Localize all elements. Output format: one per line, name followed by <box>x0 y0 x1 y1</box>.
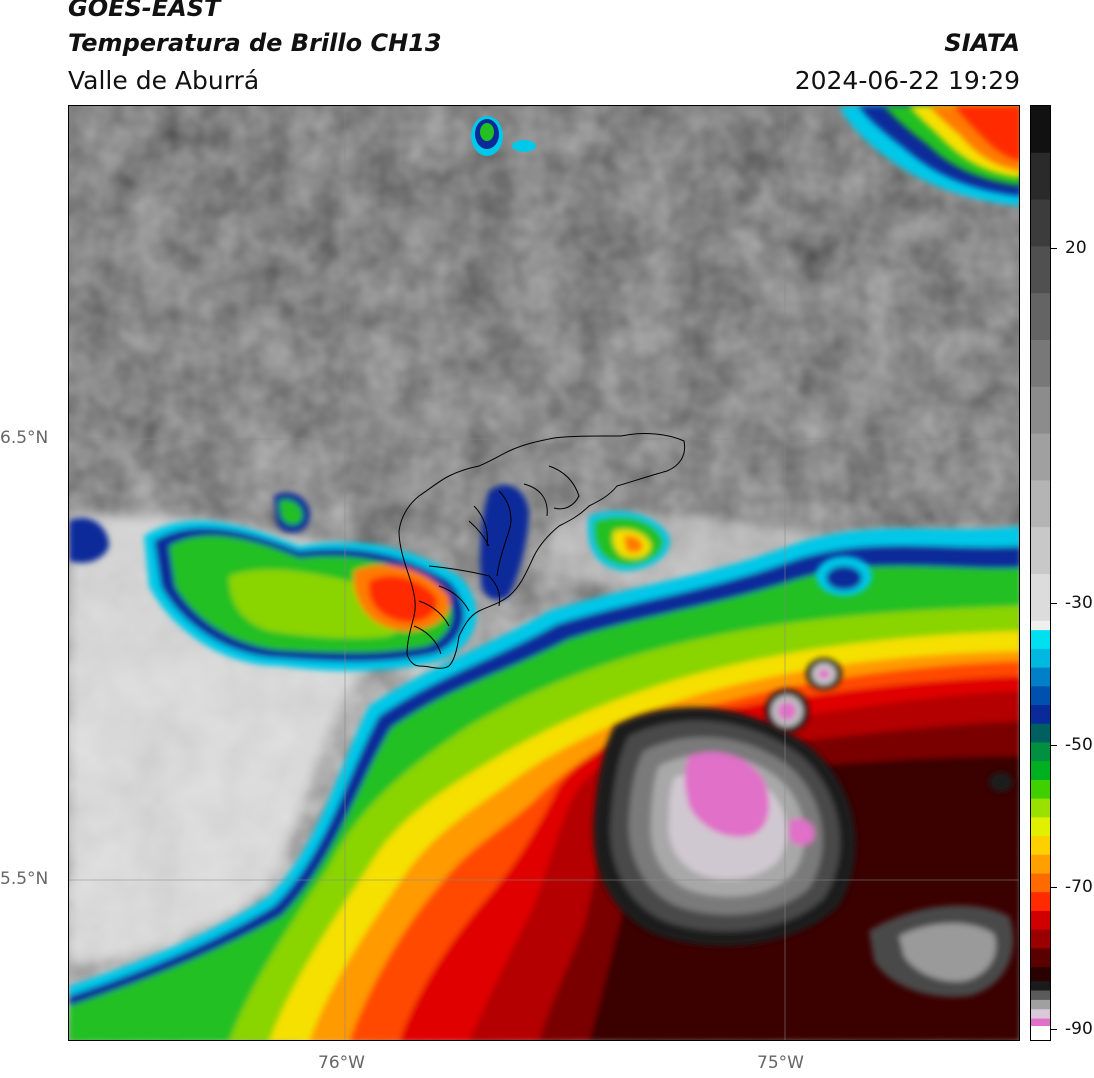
boundary-copacabana <box>496 490 512 577</box>
region-subtitle: Valle de Aburrá <box>68 66 260 95</box>
colorbar-band <box>1031 667 1050 687</box>
colorbar-band <box>1031 981 1050 992</box>
colorbar-band <box>1031 798 1050 818</box>
colorbar-label-20: 20 <box>1065 238 1087 258</box>
boundary-girardota <box>523 483 548 517</box>
lon-label-75: 75°W <box>757 1053 804 1073</box>
colorbar-band <box>1031 929 1050 949</box>
boundary-medellin <box>428 565 501 607</box>
colorbar-band <box>1031 967 1050 982</box>
colorbar-band <box>1031 620 1050 631</box>
colorbar-tick-minus50 <box>1051 745 1057 746</box>
municipal-boundaries <box>398 433 686 669</box>
colorbar-band-min <box>1031 1026 1050 1040</box>
colorbar-band <box>1031 854 1050 875</box>
colorbar-band <box>1031 779 1050 800</box>
agency-label: SIATA <box>944 29 1020 57</box>
colorbar-band <box>1031 873 1050 893</box>
datetime-label: 2024-06-22 19:29 <box>794 66 1020 95</box>
satellite-map[interactable] <box>68 105 1020 1041</box>
lat-label-5.5: 5.5°N <box>0 869 49 889</box>
colorbar-band <box>1031 705 1050 725</box>
boundary-outer <box>398 433 686 669</box>
colorbar-band <box>1031 1009 1050 1020</box>
brightness-temperature-field <box>69 106 1019 1040</box>
satellite-title: GOES-EAST <box>68 0 221 22</box>
lon-label-76: 76°W <box>318 1053 365 1073</box>
colorbar-label-minus90: -90 <box>1065 1019 1093 1039</box>
colorbar-tick-minus70 <box>1051 887 1057 888</box>
colorbar-band <box>1031 999 1050 1010</box>
boundary-barbosa <box>548 465 580 510</box>
colorbar-band <box>1031 892 1050 912</box>
colorbar-band <box>1031 836 1050 856</box>
boundary-inner-1 <box>468 520 490 547</box>
colorbar-band <box>1031 990 1050 1001</box>
colorbar-band <box>1031 761 1050 781</box>
colorbar-band <box>1031 199 1050 247</box>
boundary-itagui <box>438 585 470 612</box>
colorbar-band <box>1031 152 1050 201</box>
lat-label-6.5: 6.5°N <box>0 428 49 448</box>
colorbar-band <box>1031 293 1050 341</box>
colorbar-band <box>1031 630 1050 650</box>
colorbar-band <box>1031 742 1050 762</box>
colorbar-band <box>1031 246 1050 294</box>
colorbar-label-minus70: -70 <box>1065 877 1093 897</box>
cloud-cells-east <box>765 556 1013 792</box>
colorbar-band <box>1031 817 1050 837</box>
colorbar-label-minus30: -30 <box>1065 593 1093 613</box>
colorbar-band <box>1031 480 1050 528</box>
colorbar-tick-minus90 <box>1051 1029 1057 1030</box>
colorbar-band <box>1031 340 1050 388</box>
graticule <box>69 106 1019 1040</box>
boundary-caldas <box>413 625 442 655</box>
colorbar-gradient <box>1031 106 1050 1040</box>
colorbar-tick-20 <box>1051 248 1057 249</box>
colorbar-tick-minus30 <box>1051 603 1057 604</box>
colorbar-band <box>1031 106 1050 154</box>
colorbar-band <box>1031 910 1050 931</box>
cloud-cell-north <box>471 116 536 156</box>
colorbar-band <box>1031 527 1050 575</box>
colorbar-band <box>1031 433 1050 481</box>
colorbar-band <box>1031 948 1050 968</box>
product-title: Temperatura de Brillo CH13 <box>68 29 442 57</box>
colorbar-band <box>1031 1018 1050 1029</box>
boundary-envigado <box>418 600 450 627</box>
colorbar-label-minus50: -50 <box>1065 735 1093 755</box>
cloud-cell-central <box>480 485 670 600</box>
colorbar-band <box>1031 686 1050 706</box>
colorbar-band <box>1031 574 1050 622</box>
temperature-colorbar <box>1030 105 1051 1041</box>
colorbar-band <box>1031 648 1050 669</box>
cloud-northeast <box>839 106 1019 206</box>
cloud-band-west <box>69 492 477 671</box>
colorbar-band <box>1031 386 1050 435</box>
colorbar-band <box>1031 723 1050 743</box>
overshooting-top <box>593 707 1014 997</box>
